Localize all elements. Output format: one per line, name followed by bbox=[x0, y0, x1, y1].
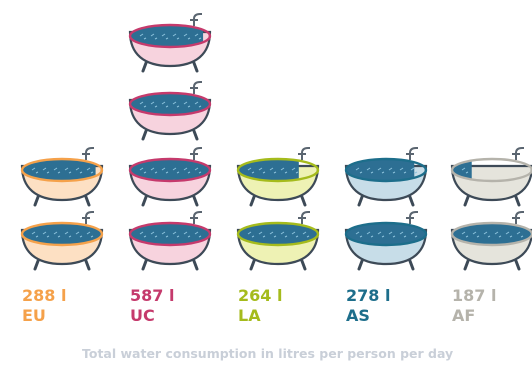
label-eu: 288 l EU bbox=[22, 286, 66, 326]
bathtub-af-1 bbox=[450, 211, 532, 271]
region-label: UC bbox=[130, 306, 155, 325]
bathtub-uc-3 bbox=[128, 81, 212, 141]
bathtub-uc-2 bbox=[128, 147, 212, 207]
region-label: LA bbox=[238, 306, 261, 325]
chart-caption: Total water consumption in litres per pe… bbox=[82, 346, 454, 361]
bathtub-as-1 bbox=[344, 211, 428, 271]
bathtub-eu-1 bbox=[20, 211, 104, 271]
bathtub-uc-1 bbox=[128, 211, 212, 271]
bathtub-eu-2 bbox=[20, 147, 104, 207]
value-label: 187 l bbox=[452, 286, 497, 305]
label-uc: 587 l UC bbox=[130, 286, 174, 326]
bathtub-af-2 bbox=[450, 147, 532, 207]
label-as: 278 l AS bbox=[346, 286, 390, 326]
region-label: AS bbox=[346, 306, 370, 325]
bathtub-la-2 bbox=[236, 147, 320, 207]
label-la: 264 l LA bbox=[238, 286, 282, 326]
region-label: EU bbox=[22, 306, 46, 325]
region-label: AF bbox=[452, 306, 476, 325]
value-label: 587 l bbox=[130, 286, 175, 305]
label-af: 187 l AF bbox=[452, 286, 496, 326]
bathtub-uc-4 bbox=[128, 13, 212, 73]
bathtub-la-1 bbox=[236, 211, 320, 271]
value-label: 278 l bbox=[346, 286, 391, 305]
value-label: 288 l bbox=[22, 286, 67, 305]
value-label: 264 l bbox=[238, 286, 283, 305]
bathtub-as-2 bbox=[344, 147, 428, 207]
